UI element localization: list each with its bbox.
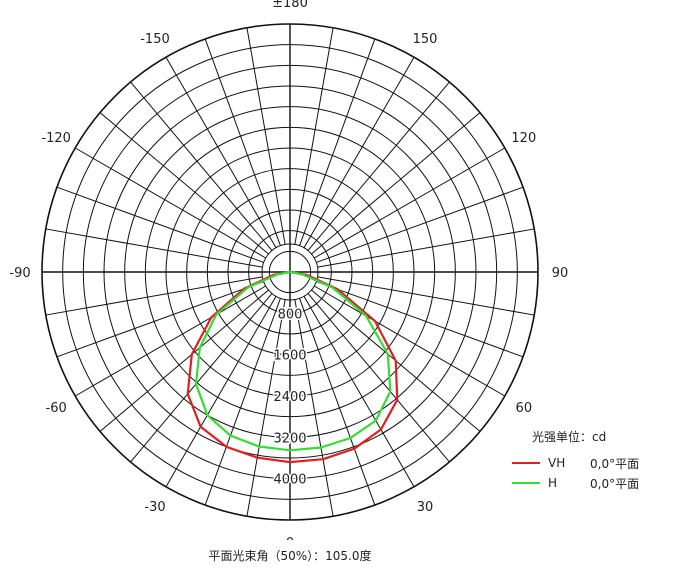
grid-spoke bbox=[313, 285, 506, 397]
grid-spoke bbox=[294, 27, 334, 245]
grid-spoke bbox=[317, 276, 535, 316]
intensity-curves bbox=[186, 270, 399, 464]
grid-spoke bbox=[294, 299, 334, 517]
grid-spoke bbox=[130, 293, 273, 463]
legend-item-h: H 0,0°平面 bbox=[512, 473, 672, 493]
grid-spoke bbox=[56, 186, 264, 263]
grid-spoke bbox=[307, 81, 450, 251]
grid-spoke bbox=[317, 228, 535, 268]
radial-tick-label: 4000 bbox=[273, 473, 306, 488]
legend-title: 光强单位：cd bbox=[532, 430, 607, 444]
legend-swatch-h bbox=[512, 482, 540, 484]
grid-spoke bbox=[313, 147, 506, 259]
grid-spoke bbox=[45, 276, 263, 316]
angle-label-minus120: -120 bbox=[41, 131, 71, 146]
grid-spoke bbox=[246, 299, 286, 517]
grid-spoke bbox=[99, 289, 269, 432]
grid-spoke bbox=[299, 298, 376, 506]
grid-spoke bbox=[307, 293, 450, 463]
grid-spoke bbox=[299, 38, 376, 246]
grid-spoke bbox=[311, 112, 481, 255]
legend-swatch-vh bbox=[512, 462, 540, 464]
grid-spoke bbox=[303, 56, 415, 249]
angle-label-minus150: -150 bbox=[140, 32, 170, 47]
angle-label-90: 90 bbox=[552, 266, 569, 281]
legend-desc-h: 0,0°平面 bbox=[590, 476, 640, 491]
grid-spoke bbox=[45, 228, 263, 268]
angle-label-180: ±180 bbox=[272, 0, 308, 11]
angle-label-30: 30 bbox=[417, 500, 434, 515]
series-curve-vh bbox=[186, 270, 399, 464]
legend: 光强单位：cd VH 0,0°平面 H 0,0°平面 bbox=[512, 428, 672, 493]
grid-spoke bbox=[99, 112, 269, 255]
radial-tick-label: 2400 bbox=[273, 390, 306, 405]
grid-spoke bbox=[130, 81, 273, 251]
angle-label-120: 120 bbox=[511, 131, 536, 146]
grid-spoke bbox=[204, 298, 281, 506]
grid-spoke bbox=[316, 281, 524, 358]
angle-label-60: 60 bbox=[516, 401, 533, 416]
chart-labels: ±180 150 -150 120 -120 90 -90 60 -60 30 -30 0 800 160… bbox=[9, 0, 568, 540]
angle-label-minus30: -30 bbox=[144, 500, 165, 515]
angle-label-150: 150 bbox=[413, 32, 438, 47]
grid-spoke bbox=[74, 285, 267, 397]
radial-tick-label: 800 bbox=[278, 307, 303, 322]
legend-label-h: H bbox=[548, 476, 558, 490]
angle-label-0: 0 bbox=[286, 536, 294, 540]
beam-angle-caption: 平面光束角（50%）：105.0度 bbox=[208, 549, 372, 563]
grid-spoke bbox=[74, 147, 267, 259]
polar-chart: ±180 150 -150 120 -120 90 -90 60 -60 30 -30 0 800 160… bbox=[9, 0, 568, 540]
radial-tick-label: 3200 bbox=[273, 431, 306, 446]
legend-desc-vh: 0,0°平面 bbox=[590, 456, 640, 471]
angle-label-minus60: -60 bbox=[46, 401, 67, 416]
grid-spoke bbox=[316, 186, 524, 263]
series-curve-h bbox=[194, 270, 392, 452]
grid-spoke bbox=[204, 38, 281, 246]
legend-item-vh: VH 0,0°平面 bbox=[512, 453, 672, 473]
grid-spoke bbox=[165, 56, 277, 249]
grid-spoke bbox=[56, 281, 264, 358]
legend-label-vh: VH bbox=[548, 456, 566, 470]
grid-spoke bbox=[246, 27, 286, 245]
grid-spoke bbox=[303, 295, 415, 488]
grid-spoke bbox=[165, 295, 277, 488]
angle-label-minus90: -90 bbox=[9, 266, 30, 281]
radial-tick-label: 1600 bbox=[273, 349, 306, 364]
